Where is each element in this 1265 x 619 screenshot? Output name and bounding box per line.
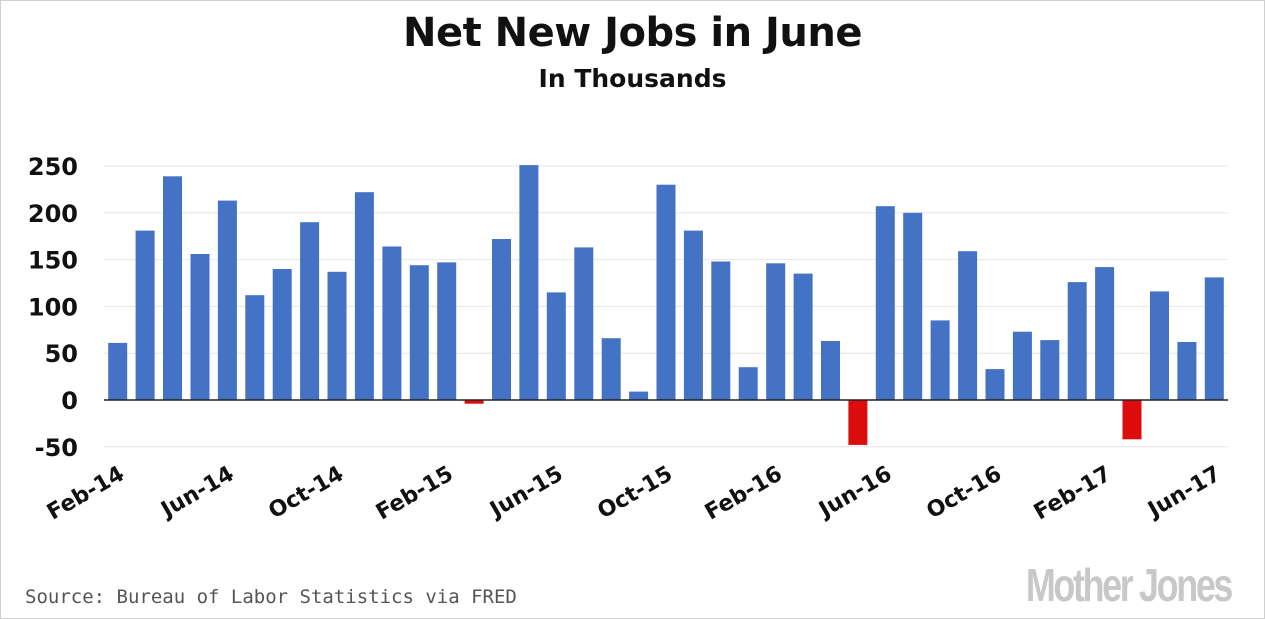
x-tick-label: Feb-17 [1030,462,1116,526]
bar [1204,277,1224,400]
bar [903,212,923,400]
bar [1040,340,1060,400]
bar [464,400,484,404]
x-tick-label: Oct-15 [593,462,677,525]
mother-jones-logo: Mother Jones [1025,559,1234,611]
x-tick-label: Jun-14 [155,462,238,524]
y-tick-label: 50 [45,340,78,368]
bar [163,176,182,400]
bar [190,254,210,400]
bar [793,273,813,400]
bar [683,230,703,400]
bar [848,400,868,445]
bar [656,184,676,400]
y-tick-label: -50 [35,434,78,462]
bar [738,367,758,400]
y-tick-label: 150 [28,247,78,275]
chart-subtitle: In Thousands [538,64,727,93]
bar [437,262,457,400]
bar [300,222,320,400]
y-tick-label: 250 [28,153,78,181]
bar [1177,342,1197,400]
x-tick-label: Oct-14 [264,462,348,525]
bar [492,239,511,400]
bar [930,320,950,400]
bar [519,165,539,400]
x-tick-label: Feb-14 [43,462,129,526]
bar [766,263,786,400]
bar [245,295,265,400]
bar [629,391,649,400]
bar [546,292,566,400]
bar [958,251,978,400]
bar [574,247,594,400]
source-note: Source: Bureau of Labor Statistics via F… [25,586,517,608]
bar [217,200,237,400]
bar [1012,331,1032,400]
bar [354,192,374,400]
bar [875,206,895,400]
bar [382,246,402,400]
x-tick-label: Jun-16 [813,462,896,524]
bar [1150,291,1169,400]
x-tick-label: Jun-15 [484,462,567,524]
x-tick-label: Jun-17 [1142,462,1225,524]
y-tick-label: 200 [28,200,78,228]
bar [1095,267,1115,400]
bar [135,230,155,400]
bar [272,269,292,400]
chart-title: Net New Jobs in June [403,10,862,56]
bar [327,271,347,400]
y-tick-label: 0 [61,387,78,415]
bar [409,265,429,400]
bar [821,341,840,400]
bar [601,338,621,400]
bar [1067,282,1087,400]
bar [1122,400,1142,440]
bar [985,369,1005,400]
bar [108,342,128,400]
bar [711,261,731,400]
x-tick-label: Feb-16 [701,462,787,526]
x-tick-label: Oct-16 [922,462,1006,525]
y-tick-label: 100 [28,293,78,321]
x-tick-label: Feb-15 [372,462,458,526]
